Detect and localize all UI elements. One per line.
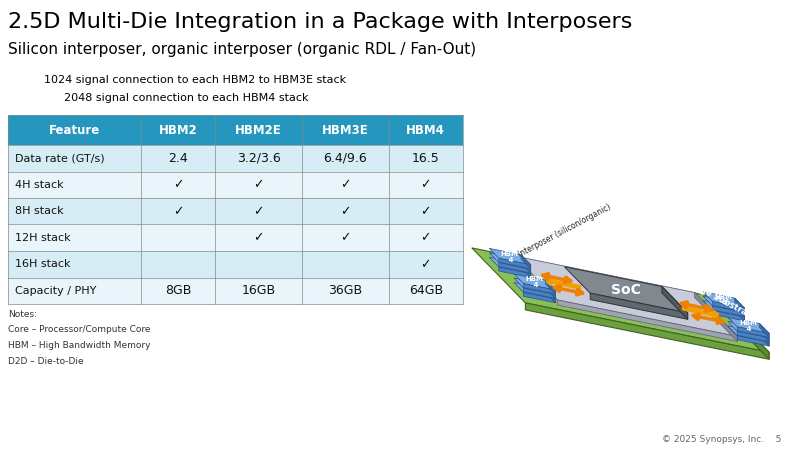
Text: ✓: ✓: [421, 258, 431, 271]
Polygon shape: [713, 306, 745, 316]
FancyBboxPatch shape: [8, 198, 463, 225]
Text: Package Substrate: Package Substrate: [674, 272, 757, 322]
Text: SoC: SoC: [611, 283, 641, 297]
Polygon shape: [514, 283, 555, 299]
Text: ✓: ✓: [340, 231, 350, 244]
Polygon shape: [521, 264, 530, 278]
Polygon shape: [565, 267, 688, 313]
Text: ✓: ✓: [173, 205, 183, 218]
Polygon shape: [546, 289, 555, 303]
Text: ✓: ✓: [340, 205, 350, 218]
Text: 36GB: 36GB: [328, 284, 362, 297]
Polygon shape: [759, 328, 769, 342]
Polygon shape: [703, 292, 745, 308]
Polygon shape: [738, 336, 769, 346]
Polygon shape: [499, 263, 530, 273]
Polygon shape: [499, 267, 530, 278]
Polygon shape: [523, 292, 555, 303]
FancyBboxPatch shape: [8, 145, 463, 171]
FancyBboxPatch shape: [8, 115, 463, 145]
Polygon shape: [738, 331, 769, 342]
Text: D2D – Die-to-Die: D2D – Die-to-Die: [8, 356, 83, 365]
Polygon shape: [546, 284, 555, 298]
Polygon shape: [662, 287, 688, 319]
Polygon shape: [489, 253, 530, 269]
Text: 16H stack: 16H stack: [15, 259, 70, 269]
Text: HBM2E: HBM2E: [235, 123, 282, 136]
Text: © 2025 Synopsys, Inc.    5: © 2025 Synopsys, Inc. 5: [662, 435, 782, 444]
Polygon shape: [727, 317, 769, 333]
Polygon shape: [472, 248, 769, 352]
Polygon shape: [521, 255, 530, 269]
Polygon shape: [514, 274, 555, 290]
Text: Silicon interposer, organic interposer (organic RDL / Fan-Out): Silicon interposer, organic interposer (…: [8, 42, 476, 57]
Text: 16.5: 16.5: [412, 152, 440, 165]
Text: Data rate (GT/s): Data rate (GT/s): [15, 153, 105, 163]
Polygon shape: [759, 324, 769, 338]
Text: ✓: ✓: [254, 178, 264, 191]
Text: 3.2/3.6: 3.2/3.6: [237, 152, 281, 165]
Polygon shape: [499, 258, 530, 269]
Polygon shape: [489, 257, 530, 274]
Polygon shape: [546, 280, 555, 294]
Text: ✓: ✓: [254, 231, 264, 244]
Text: 4H stack: 4H stack: [15, 180, 63, 190]
Text: 8GB: 8GB: [165, 284, 191, 297]
Text: Feature: Feature: [49, 123, 100, 136]
Text: 64GB: 64GB: [409, 284, 443, 297]
FancyBboxPatch shape: [8, 225, 463, 251]
Polygon shape: [759, 332, 769, 346]
Text: 2048 signal connection to each HBM4 stack: 2048 signal connection to each HBM4 stac…: [64, 93, 309, 103]
Polygon shape: [713, 302, 745, 312]
Polygon shape: [523, 284, 555, 294]
Polygon shape: [526, 303, 769, 359]
Text: 2.4: 2.4: [168, 152, 188, 165]
Text: ✓: ✓: [421, 231, 431, 244]
Text: 1024 signal connection to each HBM2 to HBM3E stack: 1024 signal connection to each HBM2 to H…: [45, 75, 346, 85]
FancyBboxPatch shape: [8, 251, 463, 278]
Polygon shape: [703, 296, 745, 312]
Polygon shape: [558, 300, 738, 342]
Polygon shape: [735, 298, 745, 312]
Polygon shape: [713, 310, 745, 321]
Text: HBM
 4: HBM 4: [739, 320, 757, 332]
Polygon shape: [590, 293, 688, 319]
Text: ✓: ✓: [421, 205, 431, 218]
Text: Interposer (silicon/organic): Interposer (silicon/organic): [516, 202, 612, 259]
Text: 16GB: 16GB: [242, 284, 275, 297]
Text: ✓: ✓: [173, 178, 183, 191]
Text: Core – Processor/Compute Core: Core – Processor/Compute Core: [8, 325, 150, 334]
Polygon shape: [521, 259, 530, 273]
Text: HBM – High Bandwidth Memory: HBM – High Bandwidth Memory: [8, 341, 150, 350]
Text: ✓: ✓: [254, 205, 264, 218]
Polygon shape: [735, 307, 745, 321]
Text: HBM
 4: HBM 4: [526, 276, 543, 288]
FancyBboxPatch shape: [8, 171, 463, 198]
Text: 2.5D Multi-Die Integration in a Package with Interposers: 2.5D Multi-Die Integration in a Package …: [8, 12, 632, 32]
Polygon shape: [523, 288, 555, 298]
Text: Notes:: Notes:: [8, 310, 37, 319]
Text: 12H stack: 12H stack: [15, 233, 70, 243]
Text: Capacity / PHY: Capacity / PHY: [15, 286, 96, 296]
Text: HBM3E: HBM3E: [322, 123, 369, 136]
Polygon shape: [489, 248, 530, 265]
Polygon shape: [727, 326, 769, 342]
Text: HBM4: HBM4: [406, 123, 446, 136]
Text: HBM
 4: HBM 4: [501, 251, 518, 263]
Polygon shape: [514, 256, 738, 337]
Text: 8H stack: 8H stack: [15, 206, 63, 216]
Text: HBM2: HBM2: [158, 123, 198, 136]
Polygon shape: [703, 301, 745, 317]
Polygon shape: [715, 297, 769, 359]
Text: ✓: ✓: [421, 178, 431, 191]
Polygon shape: [727, 321, 769, 338]
Polygon shape: [735, 302, 745, 316]
Text: HBM
 4: HBM 4: [714, 294, 733, 306]
Polygon shape: [738, 327, 769, 338]
Polygon shape: [514, 278, 555, 294]
Polygon shape: [694, 292, 738, 342]
Text: ✓: ✓: [340, 178, 350, 191]
FancyBboxPatch shape: [8, 278, 463, 304]
Text: 6.4/9.6: 6.4/9.6: [323, 152, 367, 165]
